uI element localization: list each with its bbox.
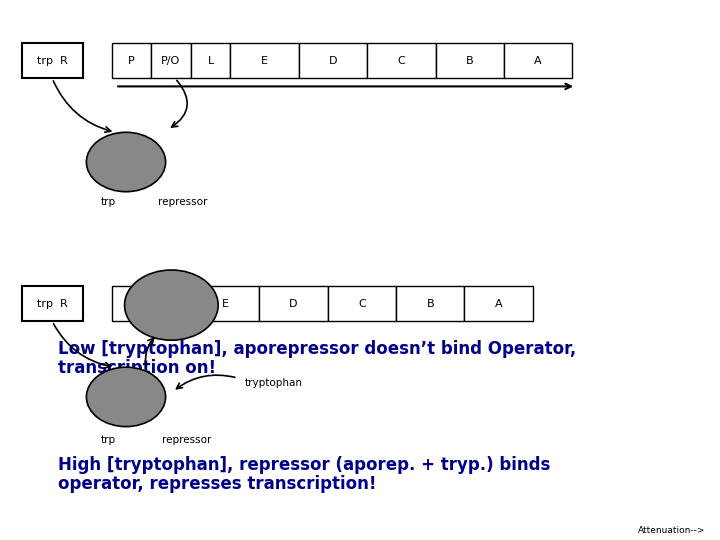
Text: P: P — [128, 56, 135, 66]
Bar — [22, 43, 83, 78]
Text: E: E — [222, 299, 228, 309]
Text: High [tryptophan], repressor (aporep. + tryp.) binds: High [tryptophan], repressor (aporep. + … — [58, 456, 550, 474]
Bar — [230, 43, 299, 78]
Bar — [191, 286, 259, 321]
Text: L: L — [207, 56, 214, 66]
Text: Low [tryptophan], aporepressor doesn’t bind Operator,: Low [tryptophan], aporepressor doesn’t b… — [58, 340, 576, 358]
Bar — [259, 286, 328, 321]
Bar — [22, 286, 83, 321]
Bar — [328, 286, 396, 321]
Text: B: B — [466, 56, 474, 66]
Text: repressor: repressor — [162, 435, 212, 445]
Text: operator, represses transcription!: operator, represses transcription! — [58, 475, 376, 493]
Bar — [112, 286, 151, 321]
Text: A: A — [495, 299, 503, 309]
Text: D: D — [289, 299, 297, 309]
Text: Attenuation-->: Attenuation--> — [638, 525, 706, 535]
Bar — [504, 43, 572, 78]
Text: E: E — [261, 56, 268, 66]
Text: D: D — [329, 56, 337, 66]
Bar — [436, 43, 504, 78]
Bar — [464, 286, 533, 321]
Text: C: C — [358, 299, 366, 309]
Text: B: B — [426, 299, 434, 309]
Ellipse shape — [86, 367, 166, 427]
Bar — [396, 286, 464, 321]
Text: repressor: repressor — [158, 197, 208, 207]
Text: trp  R: trp R — [37, 299, 68, 309]
Text: C: C — [397, 56, 405, 66]
Bar — [191, 43, 230, 78]
Text: trp  R: trp R — [37, 56, 68, 66]
Text: tryptophan: tryptophan — [245, 379, 303, 388]
Bar — [151, 43, 191, 78]
Text: P: P — [128, 299, 135, 309]
Text: trp: trp — [101, 435, 116, 445]
Bar — [367, 43, 436, 78]
Text: transcription on!: transcription on! — [58, 359, 216, 377]
Text: A: A — [534, 56, 542, 66]
Bar — [299, 43, 367, 78]
Bar — [112, 43, 151, 78]
Ellipse shape — [86, 132, 166, 192]
Text: trp: trp — [101, 197, 116, 207]
Ellipse shape — [125, 270, 218, 340]
Text: P/O: P/O — [161, 56, 181, 66]
